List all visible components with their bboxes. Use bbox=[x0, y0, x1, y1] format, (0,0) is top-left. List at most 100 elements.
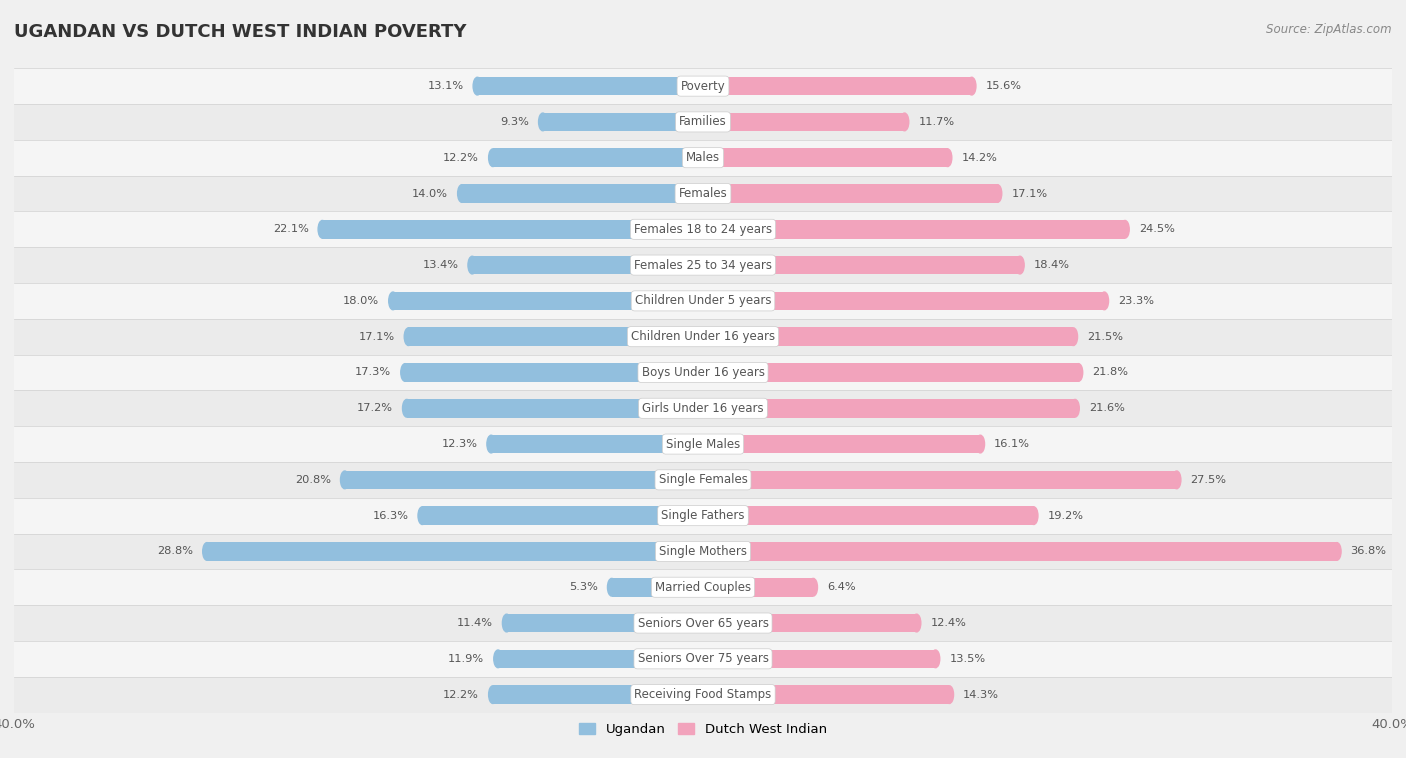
Bar bbox=[14, 104, 1392, 139]
Text: 14.0%: 14.0% bbox=[412, 189, 449, 199]
Bar bbox=[703, 471, 1177, 489]
Text: 21.6%: 21.6% bbox=[1088, 403, 1125, 413]
Bar bbox=[494, 685, 703, 704]
Circle shape bbox=[489, 149, 498, 167]
Text: 27.5%: 27.5% bbox=[1191, 475, 1226, 485]
Circle shape bbox=[967, 77, 976, 95]
Bar bbox=[491, 435, 703, 453]
Bar bbox=[498, 650, 703, 668]
Text: Single Fathers: Single Fathers bbox=[661, 509, 745, 522]
Bar bbox=[543, 113, 703, 131]
Text: 6.4%: 6.4% bbox=[827, 582, 856, 592]
Bar bbox=[14, 534, 1392, 569]
Text: 17.1%: 17.1% bbox=[359, 332, 395, 342]
Text: 28.8%: 28.8% bbox=[157, 547, 193, 556]
Bar bbox=[406, 399, 703, 418]
Legend: Ugandan, Dutch West Indian: Ugandan, Dutch West Indian bbox=[574, 718, 832, 741]
Bar bbox=[506, 614, 703, 632]
Text: 11.9%: 11.9% bbox=[449, 654, 484, 664]
Circle shape bbox=[900, 113, 908, 130]
Circle shape bbox=[468, 256, 477, 274]
Text: Children Under 16 years: Children Under 16 years bbox=[631, 330, 775, 343]
Bar bbox=[14, 355, 1392, 390]
Bar bbox=[703, 578, 813, 597]
Bar bbox=[14, 462, 1392, 498]
Text: 23.3%: 23.3% bbox=[1118, 296, 1154, 306]
Text: 11.4%: 11.4% bbox=[457, 618, 494, 628]
Text: Females 25 to 34 years: Females 25 to 34 years bbox=[634, 258, 772, 271]
Circle shape bbox=[538, 113, 547, 130]
Text: 13.5%: 13.5% bbox=[949, 654, 986, 664]
Circle shape bbox=[202, 543, 211, 560]
Text: 24.5%: 24.5% bbox=[1139, 224, 1174, 234]
Bar bbox=[703, 506, 1033, 525]
Circle shape bbox=[1173, 471, 1181, 489]
Circle shape bbox=[943, 149, 952, 167]
Circle shape bbox=[489, 686, 498, 703]
Bar bbox=[405, 363, 703, 382]
Bar bbox=[703, 542, 1337, 561]
Bar bbox=[14, 677, 1392, 713]
Bar bbox=[703, 650, 935, 668]
Text: 14.3%: 14.3% bbox=[963, 690, 1000, 700]
Circle shape bbox=[1074, 364, 1083, 381]
Text: 16.1%: 16.1% bbox=[994, 439, 1031, 449]
Text: 18.4%: 18.4% bbox=[1033, 260, 1070, 270]
Text: Females: Females bbox=[679, 187, 727, 200]
Bar bbox=[703, 113, 904, 131]
Circle shape bbox=[401, 364, 409, 381]
Text: 16.3%: 16.3% bbox=[373, 511, 409, 521]
Text: 18.0%: 18.0% bbox=[343, 296, 380, 306]
Text: 12.2%: 12.2% bbox=[443, 152, 479, 163]
Text: 19.2%: 19.2% bbox=[1047, 511, 1084, 521]
Circle shape bbox=[318, 221, 326, 238]
Bar bbox=[703, 685, 949, 704]
Circle shape bbox=[457, 185, 467, 202]
Bar bbox=[322, 220, 703, 239]
Text: Single Females: Single Females bbox=[658, 473, 748, 487]
Bar bbox=[14, 139, 1392, 176]
Circle shape bbox=[607, 578, 616, 596]
Circle shape bbox=[1015, 256, 1024, 274]
Circle shape bbox=[402, 399, 411, 417]
Bar bbox=[392, 292, 703, 310]
Circle shape bbox=[388, 292, 398, 310]
Bar bbox=[207, 542, 703, 561]
Text: 11.7%: 11.7% bbox=[918, 117, 955, 127]
Text: Boys Under 16 years: Boys Under 16 years bbox=[641, 366, 765, 379]
Circle shape bbox=[931, 650, 939, 668]
Bar bbox=[14, 569, 1392, 605]
Bar bbox=[494, 149, 703, 167]
Circle shape bbox=[1099, 292, 1108, 310]
Circle shape bbox=[1333, 543, 1341, 560]
Circle shape bbox=[993, 185, 1002, 202]
Text: 21.8%: 21.8% bbox=[1092, 368, 1128, 377]
Circle shape bbox=[340, 471, 349, 489]
Circle shape bbox=[808, 578, 817, 596]
Bar bbox=[14, 426, 1392, 462]
Bar bbox=[14, 211, 1392, 247]
Circle shape bbox=[1071, 399, 1080, 417]
Text: Married Couples: Married Couples bbox=[655, 581, 751, 594]
Text: 14.2%: 14.2% bbox=[962, 152, 997, 163]
Text: 13.1%: 13.1% bbox=[427, 81, 464, 91]
Bar bbox=[703, 614, 917, 632]
Text: 17.3%: 17.3% bbox=[356, 368, 391, 377]
Text: Males: Males bbox=[686, 151, 720, 164]
Text: 12.4%: 12.4% bbox=[931, 618, 966, 628]
Text: 9.3%: 9.3% bbox=[501, 117, 529, 127]
Text: Children Under 5 years: Children Under 5 years bbox=[634, 294, 772, 308]
Bar bbox=[14, 641, 1392, 677]
Bar bbox=[703, 149, 948, 167]
Text: Females 18 to 24 years: Females 18 to 24 years bbox=[634, 223, 772, 236]
Text: 17.2%: 17.2% bbox=[357, 403, 392, 413]
Bar bbox=[703, 435, 980, 453]
Bar bbox=[703, 292, 1104, 310]
Text: 36.8%: 36.8% bbox=[1351, 547, 1386, 556]
Bar bbox=[14, 68, 1392, 104]
Bar bbox=[703, 363, 1078, 382]
Bar bbox=[703, 77, 972, 96]
Circle shape bbox=[1121, 221, 1129, 238]
Bar bbox=[14, 176, 1392, 211]
Text: 20.8%: 20.8% bbox=[295, 475, 330, 485]
